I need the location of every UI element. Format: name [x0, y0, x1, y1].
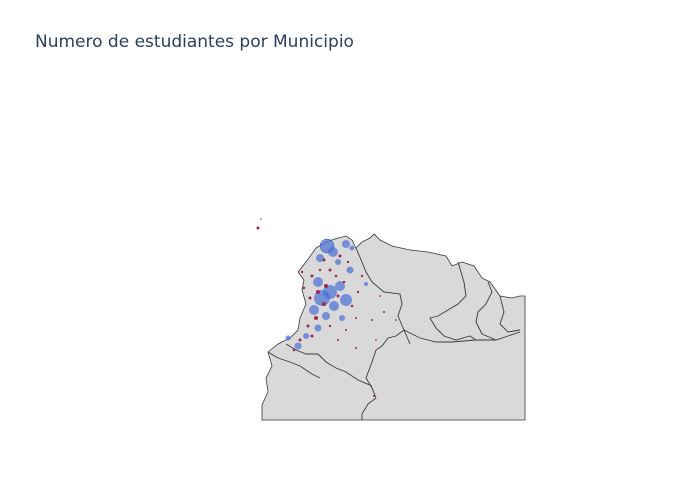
border-brazil: [403, 329, 521, 343]
marker: [379, 295, 381, 297]
marker: [373, 395, 375, 397]
marker: [342, 280, 346, 284]
marker: [346, 266, 354, 274]
marker: [310, 334, 314, 338]
marker: [314, 316, 318, 320]
marker: [314, 324, 322, 332]
marker: [318, 268, 322, 272]
marker: [395, 319, 397, 321]
marker: [298, 338, 302, 342]
marker: [308, 296, 312, 300]
marker: [338, 254, 342, 258]
marker: [260, 218, 262, 220]
marker: [302, 286, 306, 290]
marker: [339, 315, 345, 321]
marker: [335, 281, 345, 291]
border-venezuela-guyana: [429, 261, 477, 341]
marker: [364, 282, 368, 286]
marker: [383, 311, 385, 313]
marker: [316, 254, 324, 262]
marker: [300, 270, 304, 274]
marker: [256, 226, 260, 230]
marker: [309, 305, 319, 315]
marker: [337, 339, 339, 341]
marker: [335, 259, 341, 265]
marker: [355, 317, 357, 319]
marker: [350, 304, 354, 308]
marker: [336, 294, 340, 298]
marker: [334, 274, 338, 278]
marker: [303, 333, 309, 339]
marker: [294, 342, 302, 350]
border-ecuador-peru: [267, 351, 321, 379]
marker: [349, 245, 355, 251]
marker: [310, 274, 314, 278]
marker: [375, 339, 377, 341]
marker: [340, 294, 352, 306]
marker: [329, 301, 339, 311]
marker: [328, 324, 332, 328]
border-colombia-ecuador-peru: [285, 343, 373, 387]
marker: [322, 302, 326, 306]
marker: [285, 335, 291, 341]
marker: [322, 258, 326, 262]
marker: [328, 247, 338, 257]
marker: [313, 277, 323, 287]
marker: [324, 284, 328, 288]
map-land: [261, 233, 526, 421]
marker: [346, 260, 350, 264]
landmass: [261, 233, 526, 421]
border-suriname-guiana: [499, 295, 521, 333]
marker: [355, 347, 357, 349]
marker: [356, 290, 360, 294]
student-markers[interactable]: [256, 218, 397, 397]
marker: [342, 240, 350, 248]
marker: [360, 274, 364, 278]
marker: [316, 290, 320, 294]
marker: [345, 329, 347, 331]
marker: [322, 312, 330, 320]
border-guyana-suriname: [475, 281, 497, 341]
marker: [328, 268, 332, 272]
chart-title: Numero de estudiantes por Municipio: [35, 32, 354, 52]
marker: [371, 319, 373, 321]
marker: [306, 324, 310, 328]
marker: [292, 348, 296, 352]
border-colombia-venezuela: [355, 247, 411, 345]
country-borders: [267, 247, 521, 420]
border-peru-brazil: [361, 397, 377, 420]
